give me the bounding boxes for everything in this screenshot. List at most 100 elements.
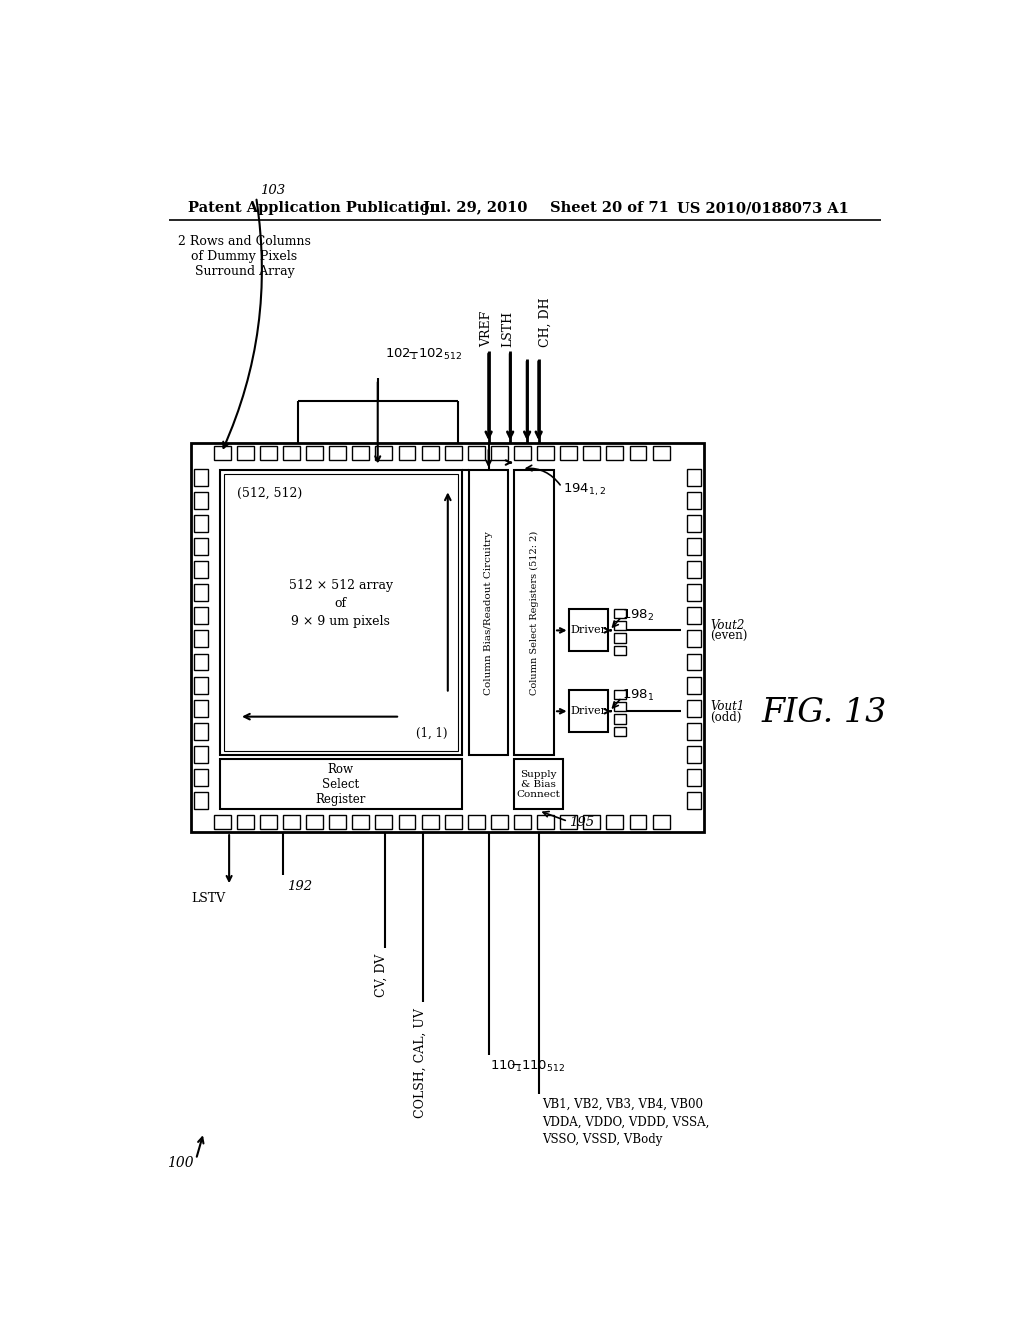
Bar <box>514 759 563 809</box>
Text: $194_{1,2}$: $194_{1,2}$ <box>563 482 606 498</box>
Text: Row
Select
Register: Row Select Register <box>315 763 366 807</box>
Bar <box>614 726 626 737</box>
Text: Driver: Driver <box>570 706 606 717</box>
Bar <box>630 446 646 461</box>
Text: (512, 512): (512, 512) <box>237 487 302 500</box>
Bar <box>490 816 508 829</box>
Bar <box>352 446 370 461</box>
Text: VB1, VB2, VB3, VB4, VB00: VB1, VB2, VB3, VB4, VB00 <box>542 1098 702 1111</box>
Bar <box>444 446 462 461</box>
Bar <box>514 470 554 755</box>
Bar <box>376 446 392 461</box>
Bar <box>398 816 416 829</box>
Bar <box>194 469 208 486</box>
Text: (1, 1): (1, 1) <box>417 727 447 741</box>
Bar <box>214 446 230 461</box>
Bar <box>614 634 626 643</box>
Bar <box>569 609 608 651</box>
Text: Column Select Registers (512: 2): Column Select Registers (512: 2) <box>529 531 539 694</box>
Text: 2 Rows and Columns
of Dummy Pixels
Surround Array: 2 Rows and Columns of Dummy Pixels Surro… <box>178 235 311 279</box>
Bar <box>260 816 276 829</box>
Bar <box>606 816 624 829</box>
Bar <box>376 816 392 829</box>
Text: CH, DH: CH, DH <box>539 297 551 347</box>
Bar <box>190 444 705 832</box>
Bar <box>687 792 701 809</box>
Text: Supply
& Bias
Connect: Supply & Bias Connect <box>517 770 560 800</box>
Bar <box>614 622 626 631</box>
Bar <box>194 561 208 578</box>
Text: Driver: Driver <box>570 626 606 635</box>
Bar <box>687 700 701 717</box>
Bar <box>468 816 484 829</box>
Text: US 2010/0188073 A1: US 2010/0188073 A1 <box>677 202 849 215</box>
Text: (odd): (odd) <box>711 711 741 723</box>
Text: $110_1$: $110_1$ <box>490 1059 522 1074</box>
Bar <box>687 631 701 647</box>
Bar <box>422 816 438 829</box>
Bar <box>194 792 208 809</box>
Bar <box>220 759 462 809</box>
Bar <box>538 446 554 461</box>
Text: Jul. 29, 2010: Jul. 29, 2010 <box>423 202 527 215</box>
Bar <box>614 645 626 655</box>
Text: LSTV: LSTV <box>191 892 225 906</box>
Bar <box>514 446 531 461</box>
Bar <box>560 816 578 829</box>
Text: 195: 195 <box>569 816 595 829</box>
Text: Vout2: Vout2 <box>711 619 744 632</box>
Text: $102_1$: $102_1$ <box>385 347 418 363</box>
Text: 103: 103 <box>260 185 285 197</box>
Text: $-110_{512}$: $-110_{512}$ <box>510 1059 565 1074</box>
Bar <box>194 515 208 532</box>
Bar <box>614 689 626 700</box>
Bar <box>398 446 416 461</box>
Text: Column Bias/Readout Circuitry: Column Bias/Readout Circuitry <box>484 531 494 694</box>
Bar <box>194 770 208 785</box>
Bar <box>422 446 438 461</box>
Text: VREF: VREF <box>480 310 493 347</box>
Bar <box>468 446 484 461</box>
Bar <box>194 700 208 717</box>
Bar <box>514 816 531 829</box>
Bar <box>630 816 646 829</box>
Text: LSTH: LSTH <box>502 312 514 347</box>
Bar <box>687 653 701 671</box>
Text: Patent Application Publication: Patent Application Publication <box>188 202 440 215</box>
Bar <box>330 816 346 829</box>
Text: VSSO, VSSD, VBody: VSSO, VSSD, VBody <box>542 1133 663 1146</box>
Bar <box>444 816 462 829</box>
Bar <box>490 446 508 461</box>
Bar <box>538 816 554 829</box>
Bar <box>194 492 208 508</box>
Bar <box>652 446 670 461</box>
Bar <box>260 446 276 461</box>
Bar <box>223 474 458 751</box>
Bar <box>687 469 701 486</box>
Text: (even): (even) <box>711 630 748 643</box>
Bar <box>584 446 600 461</box>
Bar <box>194 631 208 647</box>
Text: of: of <box>335 597 347 610</box>
Bar <box>687 770 701 785</box>
Bar <box>237 816 254 829</box>
Text: $198_1$: $198_1$ <box>622 688 654 704</box>
Text: 9 × 9 um pixels: 9 × 9 um pixels <box>292 615 390 628</box>
Text: VDDA, VDDO, VDDD, VSSA,: VDDA, VDDO, VDDD, VSSA, <box>542 1115 709 1129</box>
Bar <box>687 723 701 739</box>
Bar <box>687 585 701 601</box>
Bar <box>606 446 624 461</box>
Text: CV, DV: CV, DV <box>375 954 388 997</box>
Text: $-102_{512}$: $-102_{512}$ <box>407 347 462 363</box>
Text: FIG. 13: FIG. 13 <box>762 697 888 729</box>
Bar <box>614 609 626 618</box>
Bar <box>687 539 701 554</box>
Bar <box>306 446 323 461</box>
Bar <box>584 816 600 829</box>
Bar <box>569 689 608 733</box>
Bar <box>687 515 701 532</box>
Bar <box>194 746 208 763</box>
Bar <box>194 607 208 624</box>
Bar <box>687 746 701 763</box>
Bar <box>652 816 670 829</box>
